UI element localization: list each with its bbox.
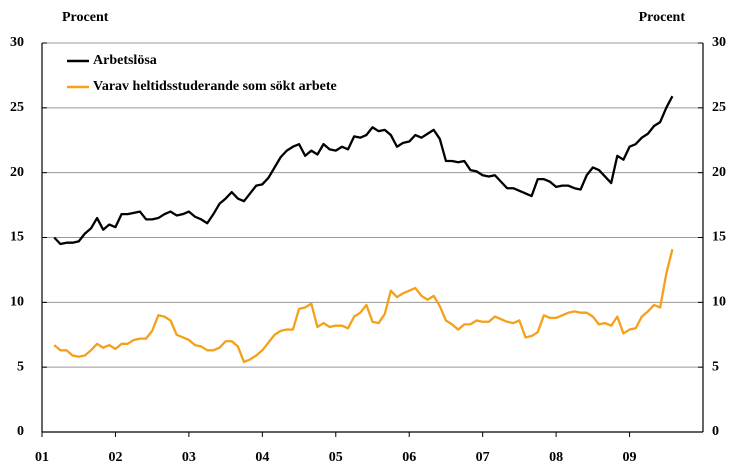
x-tick-label: 07 xyxy=(476,450,490,465)
x-tick-label: 05 xyxy=(329,450,343,465)
legend-label: Varav heltidsstuderande som sökt arbete xyxy=(93,79,337,94)
y2-tick-label: 25 xyxy=(712,100,726,115)
y2-tick-label: 30 xyxy=(712,35,726,50)
x-tick-label: 02 xyxy=(108,450,122,465)
legend-label: Arbetslösa xyxy=(93,53,157,68)
data-line xyxy=(53,248,674,364)
x-tick-label: 09 xyxy=(623,450,637,465)
x-tick-label: 04 xyxy=(255,450,269,465)
y-tick-label: 0 xyxy=(17,424,24,439)
y2-tick-label: 20 xyxy=(712,165,726,180)
data-line xyxy=(53,95,674,246)
x-tick-label: 08 xyxy=(549,450,563,465)
y-tick-label: 25 xyxy=(10,100,24,115)
x-tick-label: 01 xyxy=(35,450,49,465)
y2-tick-label: 10 xyxy=(712,295,726,310)
y-tick-label: 5 xyxy=(17,359,24,374)
y-axis-label: Procent xyxy=(62,10,109,25)
y2-axis-label: Procent xyxy=(639,10,686,25)
y-tick-label: 20 xyxy=(10,165,24,180)
y-tick-label: 15 xyxy=(10,230,24,245)
legend-background xyxy=(59,49,379,105)
y2-tick-label: 15 xyxy=(712,230,726,245)
y-tick-label: 10 xyxy=(10,295,24,310)
y-tick-label: 30 xyxy=(10,35,24,50)
y2-tick-label: 5 xyxy=(712,359,719,374)
y2-tick-label: 0 xyxy=(712,424,719,439)
x-tick-label: 03 xyxy=(182,450,196,465)
x-tick-label: 06 xyxy=(402,450,416,465)
